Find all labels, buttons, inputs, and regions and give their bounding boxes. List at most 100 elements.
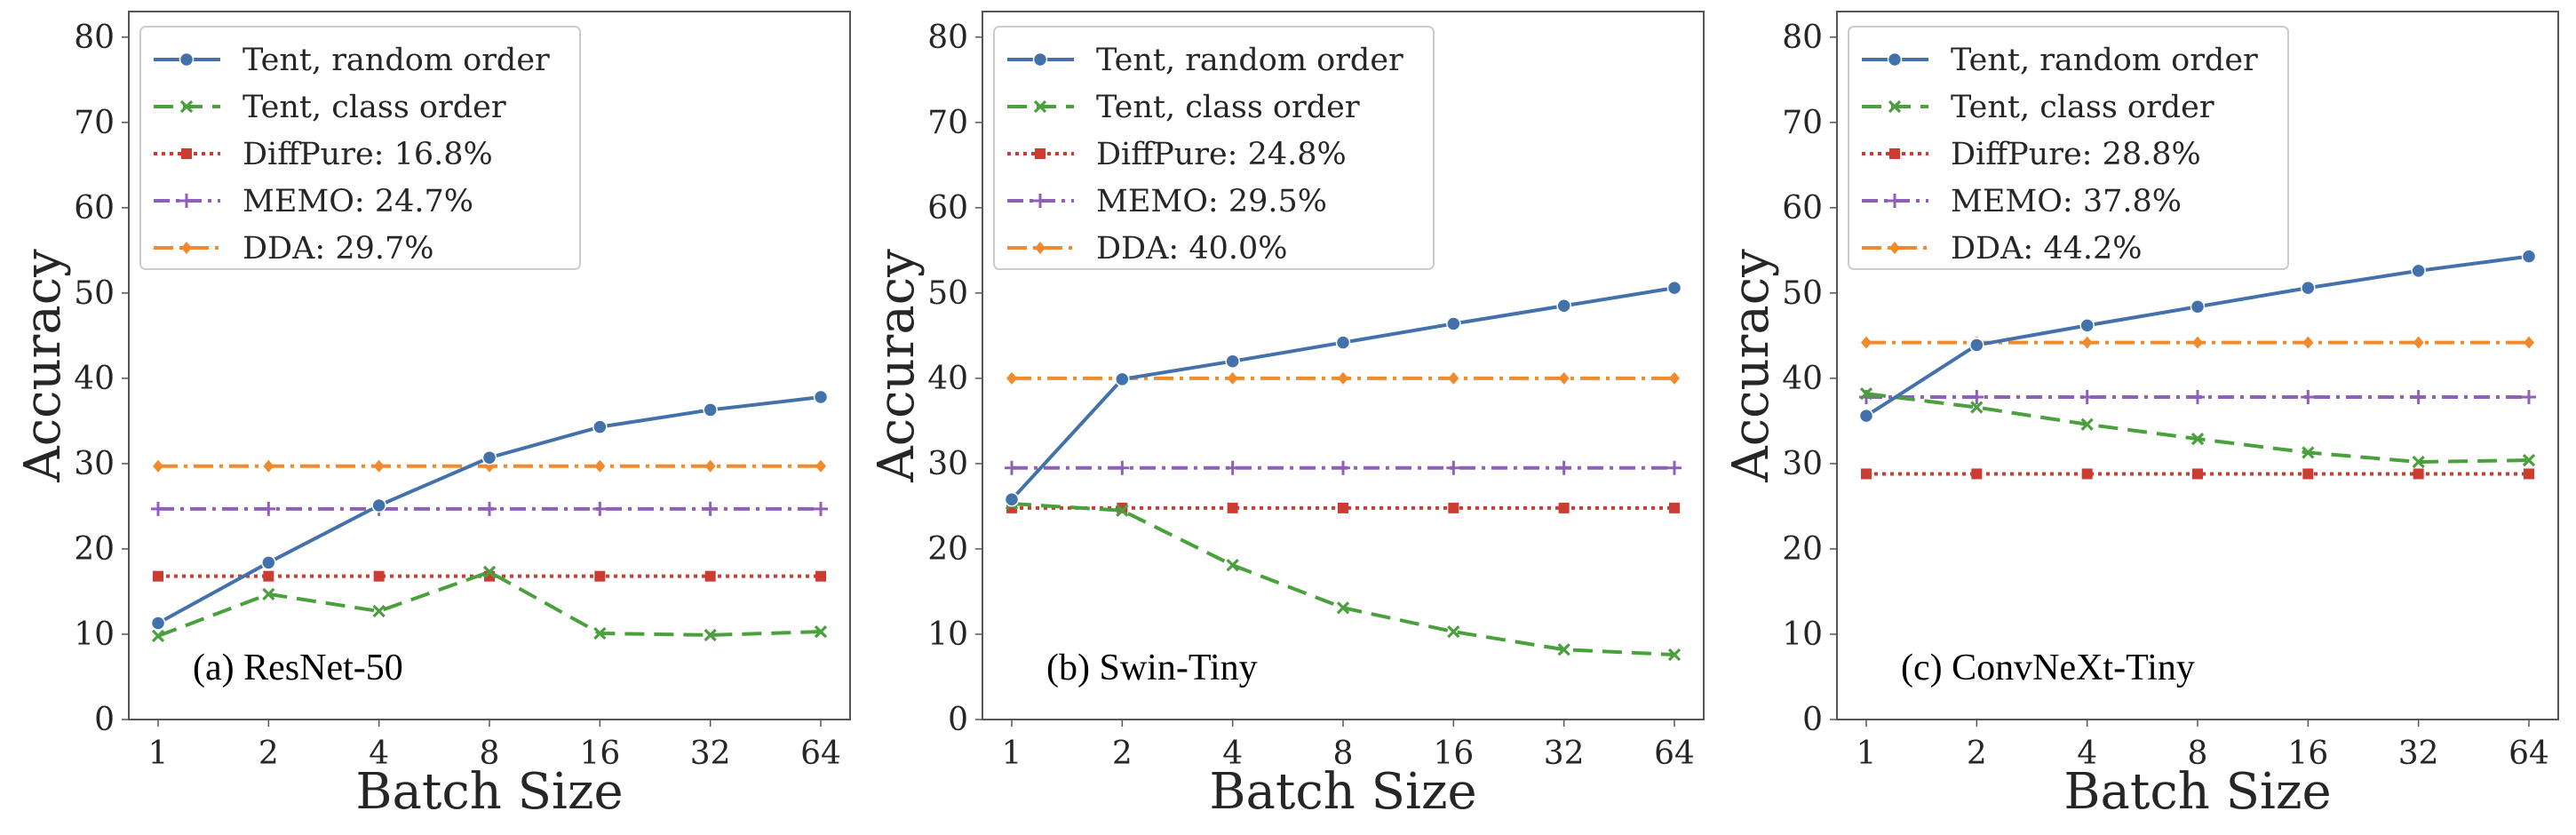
- data-point-tent_random: [813, 389, 829, 405]
- legend-box: [993, 26, 1435, 270]
- data-point-memo: [1115, 460, 1130, 475]
- data-point-tent_class: [1116, 504, 1129, 517]
- legend-item-dda: DDA: 40.0%: [1007, 231, 1288, 266]
- data-point-tent_class: [1557, 643, 1570, 656]
- data-point-tent_random: [2190, 298, 2206, 314]
- legend-marker: [1033, 194, 1047, 208]
- data-point-diffpure: [1338, 502, 1348, 513]
- x-tick-label: 16: [579, 736, 620, 772]
- data-point-dda: [2413, 336, 2424, 349]
- y-tick-label: 10: [74, 616, 115, 653]
- data-point-tent_random: [703, 402, 718, 418]
- legend-marker: [181, 148, 192, 159]
- data-point-dda: [263, 459, 274, 473]
- legend-label: Tent, random order: [242, 43, 550, 78]
- data-point-dda: [1448, 371, 1459, 385]
- data-point-diffpure: [594, 570, 606, 582]
- series-line-tent_class: [157, 569, 822, 638]
- legend-label: Tent, random order: [1951, 43, 2258, 78]
- x-tick-label: 1: [148, 736, 169, 772]
- legend-label: DiffPure: 28.8%: [1951, 137, 2201, 172]
- legend-marker: [1889, 148, 1900, 159]
- legend-label: Tent, class order: [1096, 90, 1360, 125]
- series-tent_class: [1859, 387, 2536, 469]
- series-memo: [151, 501, 828, 516]
- data-point-tent_class: [1667, 648, 1682, 662]
- legend-item-dda: DDA: 29.7%: [154, 231, 434, 266]
- series-tent_class: [151, 565, 828, 643]
- data-point-tent_class: [704, 628, 717, 642]
- x-tick-label: 1: [1002, 736, 1022, 772]
- data-point-memo: [2190, 390, 2205, 405]
- y-axis-title: Accuracy: [868, 249, 926, 483]
- data-point-tent_random: [1446, 316, 1461, 331]
- data-point-tent_class: [2412, 455, 2425, 469]
- panel-caption: (b) Swin-Tiny: [1046, 648, 1258, 688]
- y-tick-label: 80: [1782, 20, 1823, 56]
- data-point-tent_random: [1858, 408, 1874, 424]
- legend-marker: [179, 194, 194, 208]
- y-axis-title: Accuracy: [14, 249, 72, 483]
- data-point-dda: [1861, 336, 1872, 349]
- series-dda: [1861, 336, 2534, 349]
- x-tick-label: 4: [2077, 736, 2097, 772]
- data-point-memo: [2411, 390, 2426, 405]
- legend-item-tent_random: Tent, random order: [1862, 43, 2258, 78]
- legend-box: [1848, 26, 2289, 270]
- data-point-tent_random: [1969, 338, 1984, 353]
- legend-marker: [1887, 52, 1903, 68]
- data-point-tent_random: [481, 449, 497, 465]
- data-point-tent_random: [2079, 318, 2095, 333]
- legend-marker: [1889, 242, 1900, 254]
- y-tick-label: 30: [927, 446, 968, 482]
- data-point-memo: [592, 501, 608, 516]
- data-point-tent_random: [2301, 280, 2316, 296]
- data-point-tent_random: [371, 497, 386, 513]
- legend-label: DDA: 29.7%: [242, 231, 434, 266]
- x-tick-label: 2: [1967, 736, 1987, 772]
- data-point-tent_random: [592, 419, 608, 434]
- legend-label: MEMO: 37.8%: [1951, 184, 2182, 219]
- data-point-dda: [704, 459, 716, 473]
- data-point-memo: [151, 501, 165, 516]
- data-point-diffpure: [1448, 502, 1459, 513]
- data-point-memo: [703, 501, 718, 516]
- data-point-diffpure: [2524, 468, 2534, 480]
- data-point-tent_class: [1336, 601, 1350, 615]
- y-tick-label: 40: [927, 361, 968, 397]
- data-point-diffpure: [263, 570, 274, 582]
- legend-item-tent_class: Tent, class order: [1862, 90, 2214, 125]
- data-point-diffpure: [373, 570, 385, 582]
- legend-marker: [179, 99, 194, 114]
- data-point-memo: [261, 501, 276, 516]
- legend-item-dda: DDA: 44.2%: [1862, 231, 2143, 266]
- data-point-tent_class: [1859, 387, 1873, 401]
- x-tick-label: 4: [1222, 736, 1243, 772]
- y-tick-label: 50: [927, 275, 968, 312]
- data-point-tent_class: [2080, 418, 2094, 431]
- data-point-tent_random: [2521, 249, 2537, 264]
- legend-marker: [1033, 99, 1047, 114]
- data-point-diffpure: [1669, 502, 1680, 513]
- data-point-diffpure: [2413, 468, 2424, 480]
- data-point-dda: [1338, 371, 1348, 385]
- data-point-diffpure: [704, 570, 716, 582]
- series-tent_random: [1004, 280, 1682, 507]
- x-tick-label: 1: [1856, 736, 1877, 772]
- data-point-memo: [2301, 390, 2316, 405]
- legend-label: MEMO: 29.5%: [1096, 184, 1327, 219]
- data-point-memo: [1667, 460, 1682, 475]
- legend-box: [139, 26, 581, 270]
- y-tick-label: 40: [1782, 361, 1823, 397]
- data-point-memo: [482, 501, 497, 516]
- data-point-tent_random: [1115, 371, 1130, 387]
- y-tick-label: 50: [1782, 275, 1823, 312]
- data-point-tent_random: [1335, 335, 1351, 350]
- y-tick-label: 20: [927, 531, 968, 568]
- legend-marker: [1035, 148, 1046, 159]
- data-point-dda: [2302, 336, 2314, 349]
- panel-caption: (c) ConvNeXt-Tiny: [1901, 648, 2195, 688]
- legend-label: Tent, random order: [1096, 43, 1403, 78]
- y-tick-label: 0: [948, 702, 968, 738]
- y-tick-label: 30: [1782, 446, 1823, 482]
